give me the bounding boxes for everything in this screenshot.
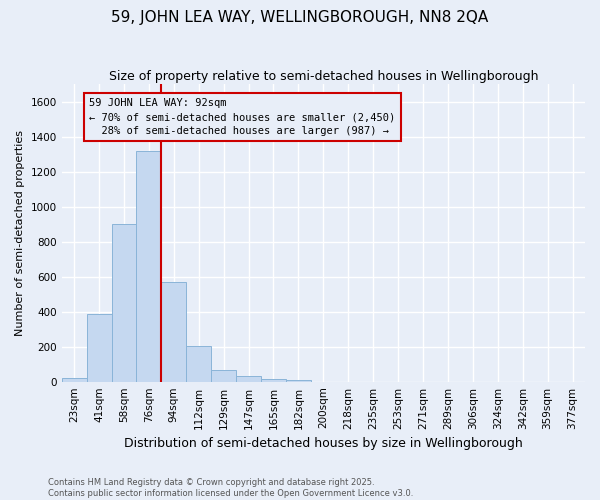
X-axis label: Distribution of semi-detached houses by size in Wellingborough: Distribution of semi-detached houses by …	[124, 437, 523, 450]
Title: Size of property relative to semi-detached houses in Wellingborough: Size of property relative to semi-detach…	[109, 70, 538, 83]
Text: Contains HM Land Registry data © Crown copyright and database right 2025.
Contai: Contains HM Land Registry data © Crown c…	[48, 478, 413, 498]
Text: 59 JOHN LEA WAY: 92sqm
← 70% of semi-detached houses are smaller (2,450)
  28% o: 59 JOHN LEA WAY: 92sqm ← 70% of semi-det…	[89, 98, 395, 136]
Bar	[112, 224, 136, 382]
Text: 59, JOHN LEA WAY, WELLINGBOROUGH, NN8 2QA: 59, JOHN LEA WAY, WELLINGBOROUGH, NN8 2Q…	[112, 10, 488, 25]
Bar	[62, 378, 86, 382]
Bar	[136, 150, 161, 382]
Bar	[161, 282, 186, 382]
Bar	[261, 378, 286, 382]
Bar	[286, 380, 311, 382]
Bar	[211, 370, 236, 382]
Bar	[186, 346, 211, 382]
Y-axis label: Number of semi-detached properties: Number of semi-detached properties	[15, 130, 25, 336]
Bar	[236, 376, 261, 382]
Bar	[86, 314, 112, 382]
